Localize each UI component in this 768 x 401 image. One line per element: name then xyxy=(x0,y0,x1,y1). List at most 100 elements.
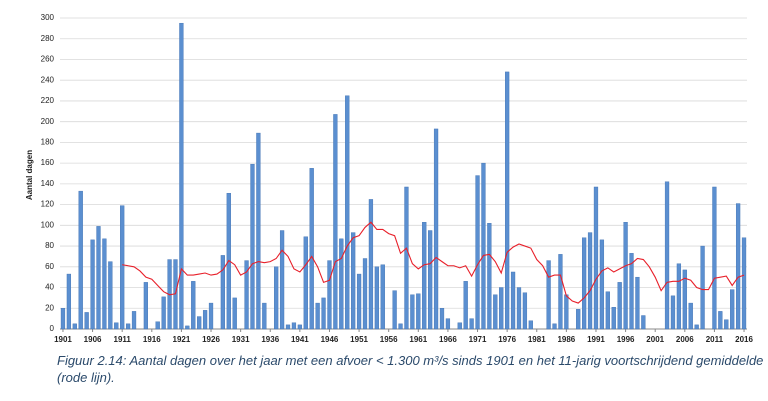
bar xyxy=(564,294,569,330)
x-tick-label: 1986 xyxy=(557,335,575,344)
bar xyxy=(274,266,279,330)
bar xyxy=(635,276,640,330)
bar xyxy=(368,199,374,330)
bar xyxy=(735,203,741,330)
bar xyxy=(416,293,421,330)
bar xyxy=(161,296,166,330)
y-tick-label: 60 xyxy=(45,262,54,271)
bar xyxy=(202,310,208,330)
y-axis-title: Aantal dagen xyxy=(25,150,34,200)
y-tick-label: 120 xyxy=(41,200,55,209)
bar xyxy=(730,289,735,330)
bar xyxy=(493,294,498,330)
moving-average-line xyxy=(122,221,745,304)
bar xyxy=(593,186,599,330)
bar xyxy=(469,318,474,330)
bar xyxy=(362,258,368,330)
bar xyxy=(339,238,344,330)
bar xyxy=(84,312,89,330)
bar xyxy=(250,163,255,330)
x-tick-label: 1921 xyxy=(173,335,191,344)
y-tick-label: 260 xyxy=(41,55,55,64)
bar xyxy=(66,273,72,330)
x-tick-label: 2011 xyxy=(706,335,724,344)
bar xyxy=(90,239,95,330)
bar xyxy=(576,309,581,330)
bar xyxy=(291,322,297,330)
bar xyxy=(611,307,616,330)
bar xyxy=(676,263,682,330)
bar xyxy=(664,181,670,330)
bar xyxy=(155,321,160,330)
bar xyxy=(623,222,628,330)
x-tick-label: 1956 xyxy=(380,335,398,344)
y-tick-label: 40 xyxy=(45,283,54,292)
caption: Figuur 2.14: Aantal dagen over het jaar … xyxy=(57,353,764,385)
y-tick-label: 200 xyxy=(41,117,55,126)
x-tick-label: 2016 xyxy=(735,335,753,344)
bar xyxy=(481,162,486,330)
bar xyxy=(256,132,261,330)
bar xyxy=(220,255,225,330)
x-tick-label: 1941 xyxy=(291,335,309,344)
bar xyxy=(724,319,729,330)
x-tick-label: 1916 xyxy=(143,335,161,344)
bar xyxy=(629,253,634,330)
x-tick-label: 1946 xyxy=(321,335,339,344)
bar xyxy=(582,237,587,330)
bar xyxy=(114,322,119,330)
bar xyxy=(641,315,646,330)
bar xyxy=(718,311,723,330)
bar xyxy=(439,308,445,330)
bar xyxy=(309,168,314,330)
bar xyxy=(356,273,362,330)
x-tick-label: 1996 xyxy=(617,335,635,344)
bar xyxy=(617,282,622,330)
bar xyxy=(510,271,516,330)
bar xyxy=(558,254,563,330)
bar xyxy=(445,318,451,330)
x-tick-label: 1931 xyxy=(232,335,250,344)
y-tick-label: 280 xyxy=(41,34,55,43)
x-tick-label: 1976 xyxy=(498,335,516,344)
bar xyxy=(428,230,433,330)
x-tick-label: 1901 xyxy=(54,335,72,344)
bar xyxy=(528,320,533,330)
x-tick-label: 2001 xyxy=(646,335,664,344)
bar xyxy=(700,245,705,330)
bar xyxy=(120,205,125,330)
bar xyxy=(605,291,610,330)
bar xyxy=(185,325,190,330)
bar xyxy=(487,223,492,330)
bar xyxy=(599,239,605,330)
bar xyxy=(404,186,409,330)
bar xyxy=(522,292,528,330)
bar xyxy=(392,290,397,330)
bar xyxy=(60,308,66,330)
bar xyxy=(244,260,249,330)
bar xyxy=(688,302,693,330)
x-tick-label: 1966 xyxy=(439,335,457,344)
y-tick-label: 300 xyxy=(41,13,55,22)
bar xyxy=(422,222,427,330)
bar xyxy=(333,114,338,330)
chart: Aantal dagen 0 20 40 60 80 100 120 140 160 180 200… xyxy=(25,13,753,344)
bar xyxy=(143,282,148,330)
y-tick-label: 0 xyxy=(50,324,55,333)
bar xyxy=(587,232,593,330)
bar xyxy=(179,22,184,330)
y-tick-label: 140 xyxy=(41,179,55,188)
bar xyxy=(670,295,676,330)
bar xyxy=(108,261,113,330)
bar xyxy=(96,226,101,330)
x-tick-label: 1991 xyxy=(587,335,605,344)
x-tick-label: 1911 xyxy=(114,335,132,344)
bar xyxy=(380,264,385,330)
x-tick-label: 1906 xyxy=(84,335,102,344)
bar xyxy=(463,281,468,330)
x-tick-label: 1936 xyxy=(261,335,279,344)
y-tick-label: 220 xyxy=(41,96,55,105)
bar xyxy=(516,287,522,330)
bar xyxy=(197,316,202,330)
x-tick-label: 1981 xyxy=(528,335,546,344)
